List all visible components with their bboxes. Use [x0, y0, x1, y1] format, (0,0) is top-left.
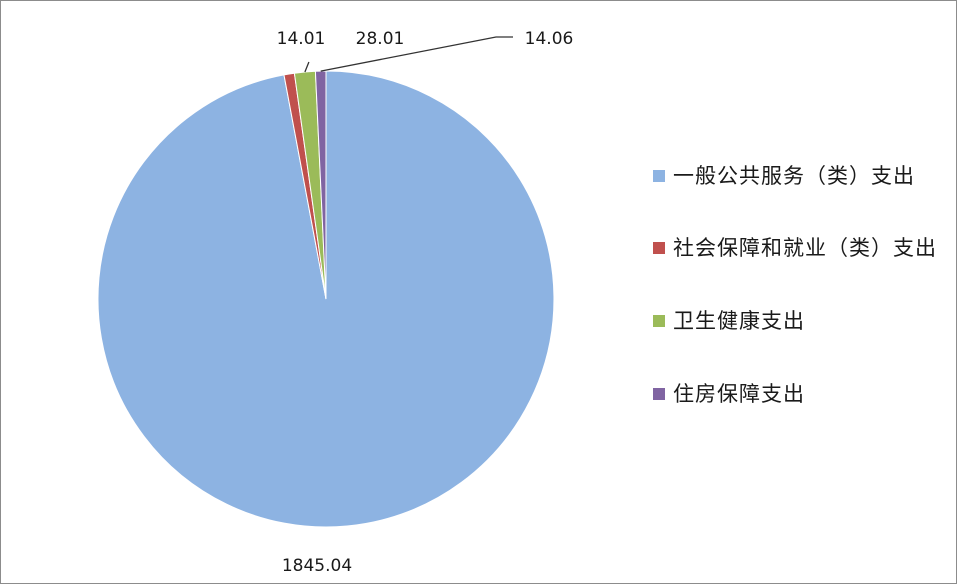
legend-label: 一般公共服务（类）支出	[673, 164, 915, 188]
data-label-zhufang: 14.06	[525, 29, 574, 49]
leader-lines	[304, 36, 513, 73]
pie-slices	[97, 70, 555, 528]
legend-label: 卫生健康支出	[673, 309, 805, 333]
data-label-weisheng: 28.01	[356, 29, 405, 49]
legend-item-weisheng: 卫生健康支出	[653, 306, 953, 337]
legend-swatch	[653, 170, 665, 182]
legend-label: 住房保障支出	[673, 382, 805, 406]
legend-swatch	[653, 315, 665, 327]
legend-label: 社会保障和就业（类）支出	[673, 236, 937, 260]
data-label-yiban: 1845.04	[282, 556, 352, 576]
legend-swatch	[653, 388, 665, 400]
legend-item-zhufang: 住房保障支出	[653, 379, 953, 410]
data-labels: 1845.04 14.01 28.01 14.06	[277, 29, 574, 576]
data-label-shebao: 14.01	[277, 29, 326, 49]
leader-line-weisheng	[304, 61, 310, 73]
legend-swatch	[653, 242, 665, 254]
leader-line-zhufang	[320, 36, 513, 72]
legend-item-shebao: 社会保障和就业（类）支出	[653, 233, 953, 264]
legend-item-yiban: 一般公共服务（类）支出	[653, 161, 953, 192]
